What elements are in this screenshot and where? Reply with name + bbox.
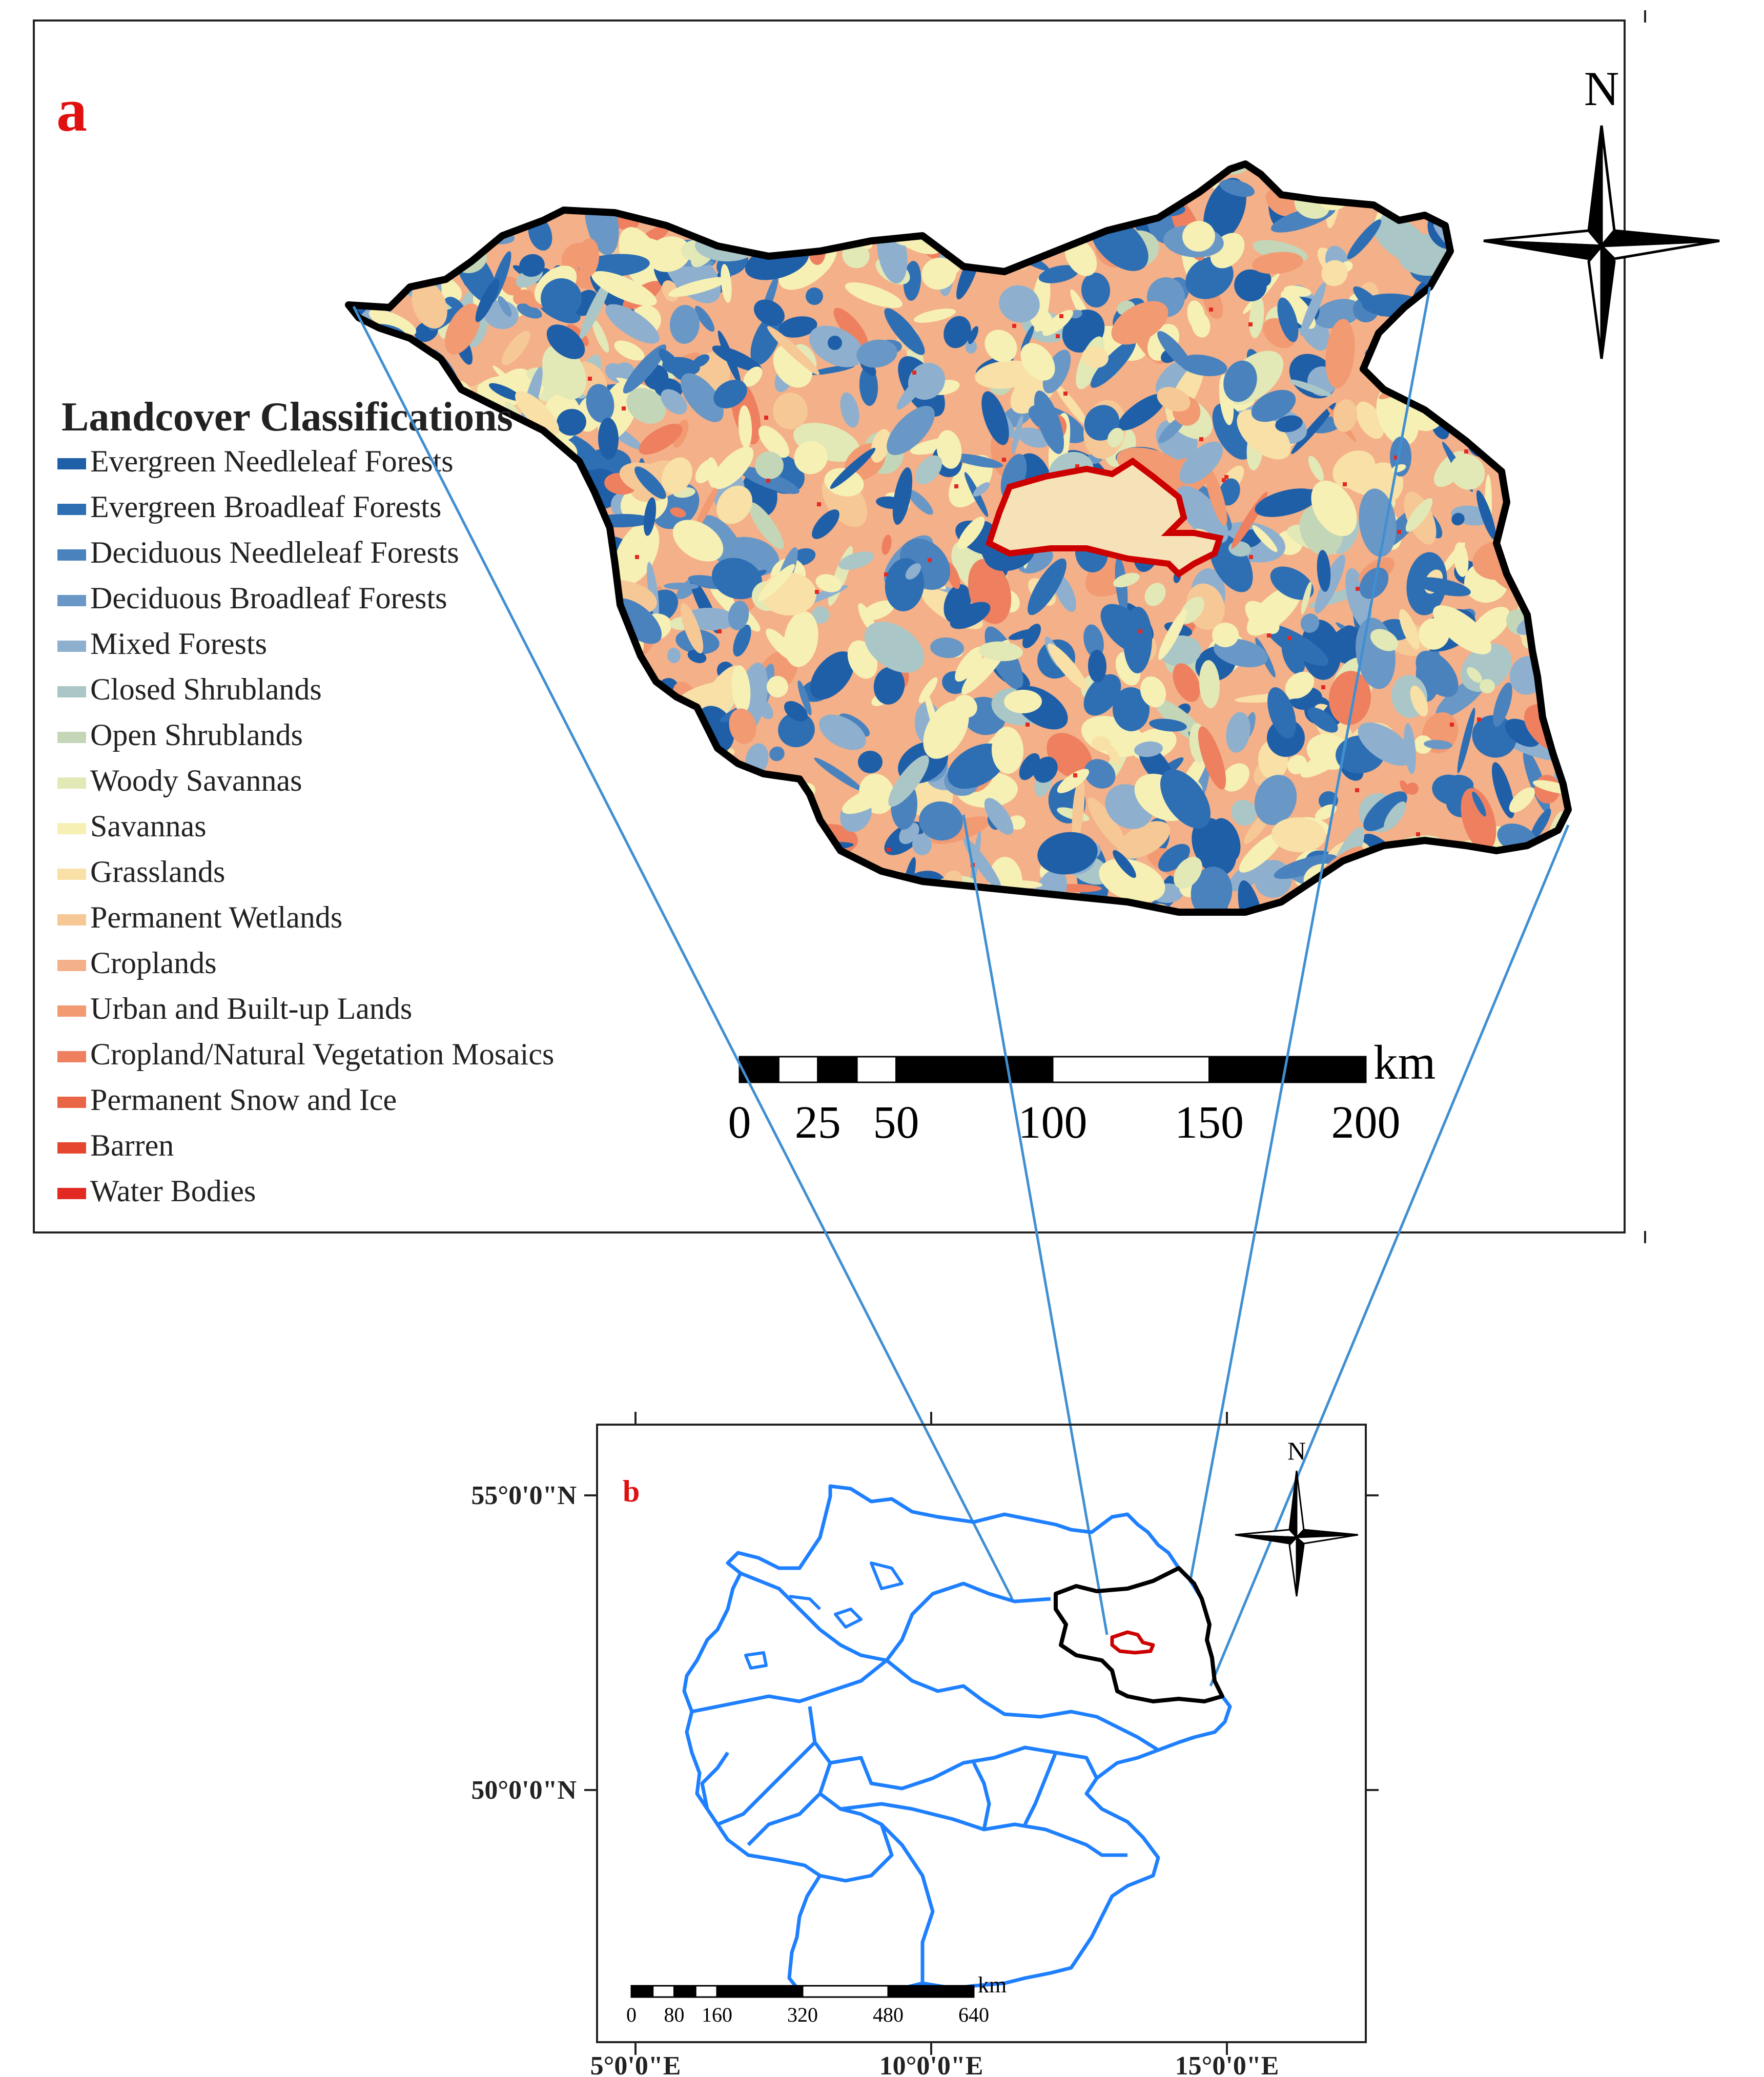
- scale-tick-label: 150: [1175, 1097, 1244, 1148]
- scale-bar-a: km 0 25 50 100 150 200: [728, 1035, 1436, 1148]
- scale-tick-label: 50: [873, 1097, 919, 1148]
- north-label-a: N: [1584, 61, 1619, 116]
- scale-bar-b: km 0 80 160 320 480 640: [626, 1972, 1007, 2026]
- legend-swatch: [57, 960, 86, 971]
- legend-label: Grasslands: [90, 855, 225, 889]
- legend-label: Permanent Wetlands: [90, 900, 342, 934]
- legend-swatch: [57, 504, 86, 515]
- legend-label: Evergreen Broadleaf Forests: [90, 490, 441, 524]
- lon-label-15: 15°0'0"E: [1175, 2051, 1279, 2077]
- legend-swatch: [57, 1097, 86, 1108]
- north-label-b: N: [1287, 1436, 1306, 1465]
- berlin-outline: [985, 457, 1224, 578]
- scale-tick-label: 200: [1331, 1097, 1401, 1148]
- lon-label-10: 10°0'0"E: [879, 2051, 983, 2077]
- lat-label-50: 50°0'0"N: [471, 1776, 577, 1805]
- brandenburg-border: [345, 160, 1572, 916]
- legend-swatch: [57, 1051, 86, 1062]
- legend-swatch: [57, 1142, 86, 1154]
- legend-label: Closed Shrublands: [90, 672, 322, 706]
- scale-tick-label: 0: [728, 1097, 751, 1148]
- legend-swatch: [57, 1005, 86, 1017]
- legend-swatch: [57, 549, 86, 561]
- panel-b-label: b: [623, 1474, 640, 1508]
- scale-b-unit: km: [978, 1972, 1007, 1998]
- legend-swatch: [57, 732, 86, 743]
- lat-label-55: 55°0'0"N: [471, 1481, 577, 1510]
- legend-label: Deciduous Needleleaf Forests: [90, 536, 459, 569]
- scale-tick-label: 320: [787, 2003, 818, 2026]
- legend-swatch: [57, 823, 86, 834]
- scale-tick-label: 0: [626, 2003, 637, 2026]
- scale-tick-label: 640: [958, 2003, 989, 2026]
- legend-swatch: [57, 869, 86, 880]
- scale-tick-label: 25: [795, 1097, 841, 1148]
- north-arrow-b-icon: N: [1235, 1436, 1359, 1597]
- legend-label: Barren: [90, 1128, 174, 1162]
- legend-label: Water Bodies: [90, 1174, 256, 1208]
- legend-label: Urban and Built-up Lands: [90, 992, 412, 1025]
- legend-swatch: [57, 595, 86, 606]
- scale-tick-label: 480: [873, 2003, 904, 2026]
- legend-swatch: [57, 777, 86, 789]
- scale-tick-label: 160: [702, 2003, 732, 2026]
- legend-swatch: [57, 686, 86, 697]
- legend-swatch: [57, 458, 86, 469]
- panel-b-frame: [596, 1424, 1367, 2043]
- legend-label: Open Shrublands: [90, 718, 303, 752]
- legend-swatch: [57, 641, 86, 652]
- scale-tick-label: 100: [1018, 1097, 1088, 1148]
- legend-label: Woody Savannas: [90, 764, 302, 797]
- legend-swatch: [57, 1188, 86, 1199]
- legend-label: Evergreen Needleleaf Forests: [90, 444, 454, 478]
- legend-label: Mixed Forests: [90, 627, 267, 661]
- lon-label-5: 5°0'0"E: [590, 2051, 681, 2077]
- legend-title: Landcover Classifications: [61, 395, 513, 440]
- landcover-legend: Landcover Classifications Evergreen Need…: [57, 395, 554, 1208]
- panel-b-ticks: [584, 1412, 1379, 2055]
- legend-label: Croplands: [90, 946, 217, 980]
- panel-a-label: a: [56, 76, 87, 144]
- north-arrow-a-icon: N: [1483, 61, 1720, 359]
- legend-swatch: [57, 914, 86, 926]
- legend-label: Savannas: [90, 809, 207, 843]
- legend-label: Deciduous Broadleaf Forests: [90, 581, 447, 615]
- legend-label: Permanent Snow and Ice: [90, 1083, 397, 1117]
- scale-tick-label: 80: [664, 2003, 685, 2026]
- legend-label: Cropland/Natural Vegetation Mosaics: [90, 1037, 554, 1071]
- zoom-connector-lines: [352, 286, 1570, 1687]
- germany-states-map: [682, 1484, 1232, 1998]
- scale-a-unit: km: [1373, 1035, 1435, 1089]
